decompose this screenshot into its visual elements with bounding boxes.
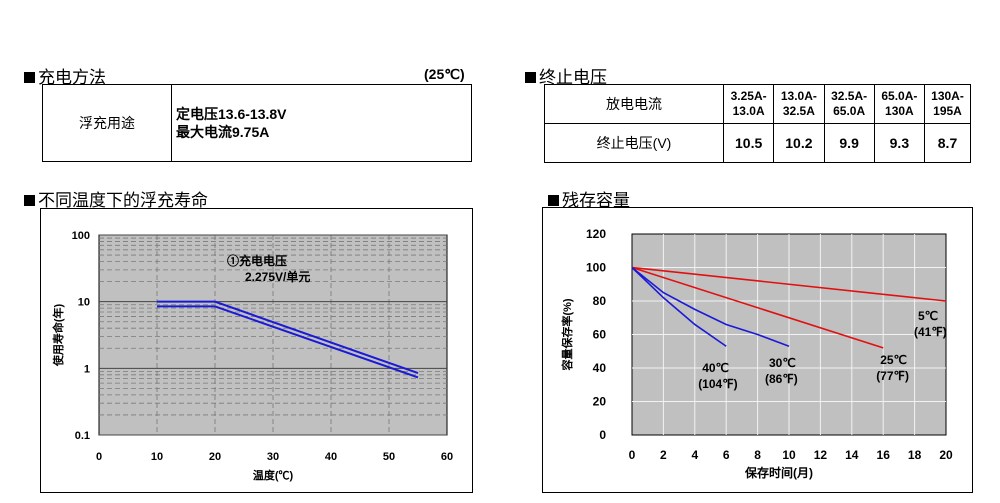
y-tick-label: 0 <box>599 428 606 442</box>
life-series-line <box>157 300 419 374</box>
x-tick-label: 20 <box>939 448 953 462</box>
discharge-current-label: 放电电流 <box>606 96 662 112</box>
series-label-fahrenheit: (41℉) <box>914 325 947 339</box>
x-tick-label: 8 <box>754 448 761 462</box>
series-label-temp: 25℃ <box>880 353 907 367</box>
x-tick-label: 0 <box>629 448 636 462</box>
cutoff-value-cell: 10.5 <box>722 123 775 163</box>
square-bullet-icon <box>525 72 536 83</box>
charge-temp-note: (25℃) <box>424 66 465 82</box>
range-text: 13.0A <box>732 104 765 118</box>
cutoff-voltage-label: 终止电压(V) <box>596 135 672 151</box>
constant-voltage-text: 定电压13.6-13.8V <box>176 106 287 122</box>
x-tick-label: 0 <box>96 451 102 463</box>
x-axis-label: 保存时间(月) <box>744 465 813 480</box>
capacity-series-line <box>631 266 790 347</box>
x-tick-label: 12 <box>814 448 828 462</box>
capacity-series-line <box>631 266 947 302</box>
square-bullet-icon <box>24 72 35 83</box>
range-text: 32.5A- <box>831 89 868 103</box>
y-tick-label: 100 <box>586 261 606 275</box>
y-tick-label: 120 <box>586 227 606 241</box>
range-text: 13.0A- <box>780 89 817 103</box>
range-text: 130A <box>885 104 914 118</box>
series-label-fahrenheit: (86℉) <box>765 372 798 386</box>
series-label-fahrenheit: (77℉) <box>876 369 909 383</box>
charge-spec-cell: 定电压13.6-13.8V 最大电流9.75A <box>171 84 472 162</box>
discharge-current-label-cell: 放电电流 <box>544 84 724 124</box>
cutoff-value-cell: 10.2 <box>773 123 825 163</box>
life-chart: 100 10 1 0.1 0 10 20 30 40 50 60 温度(℃) 使用寿命(年) ①充电电压2… <box>51 230 453 482</box>
range-cell: 32.5A- 65.0A <box>823 84 875 124</box>
series-label-temp: 30℃ <box>769 356 796 370</box>
range-cell: 65.0A- 130A <box>873 84 926 124</box>
range-text: 65.0A- <box>881 89 918 103</box>
annotation-charge-voltage: ①充电电压 <box>227 253 287 268</box>
x-tick-label: 50 <box>383 451 395 463</box>
cutoff-voltage-label-cell: 终止电压(V) <box>544 123 724 163</box>
x-tick-label: 16 <box>877 448 891 462</box>
range-text: 65.0A <box>833 104 866 118</box>
capacity-section-heading: 残存容量 <box>548 186 630 211</box>
x-tick-label: 10 <box>782 448 796 462</box>
cutoff-voltage-table: 放电电流 3.25A- 13.0A 13.0A- 32.5A 32.5A- 65.0A… <box>544 84 971 163</box>
y-axis-label: 使用寿命(年) <box>51 304 65 368</box>
life-chart-frame: 100 10 1 0.1 0 10 20 30 40 50 60 温度(℃) 使用寿命(年) ①充电电压 2… <box>40 208 473 493</box>
x-tick-label: 4 <box>691 448 698 462</box>
charge-title: 充电方法 <box>38 68 106 88</box>
cutoff-value-cell: 8.7 <box>924 123 971 163</box>
capacity-series-line <box>631 266 884 349</box>
cutoff-title: 终止电压 <box>539 68 607 88</box>
y-axis-label: 容量保存率(%) <box>560 298 574 371</box>
capacity-chart-frame: 0 2 4 6 8 10 12 14 16 18 20 120 100 80 60 40 20 0 保存时间(月) 容… <box>542 207 973 493</box>
x-tick-label: 18 <box>908 448 922 462</box>
y-tick-label: 0.1 <box>75 430 90 442</box>
x-tick-label: 10 <box>151 451 163 463</box>
y-tick-label: 1 <box>84 363 90 375</box>
life-title: 不同温度下的浮充寿命 <box>38 191 208 211</box>
x-tick-label: 14 <box>845 448 859 462</box>
x-tick-label: 20 <box>209 451 221 463</box>
x-tick-label: 6 <box>723 448 730 462</box>
max-current-text: 最大电流9.75A <box>176 124 270 140</box>
y-tick-label: 40 <box>593 361 607 375</box>
capacity-chart: 0 2 4 6 8 10 12 14 16 18 20 120 100 80 60 40 20 0 保存时间(月) 容… <box>560 227 953 480</box>
x-tick-label: 60 <box>441 451 453 463</box>
y-tick-label: 100 <box>72 230 90 242</box>
x-tick-label: 40 <box>325 451 337 463</box>
range-text: 130A- <box>931 89 964 103</box>
x-tick-label: 2 <box>660 448 667 462</box>
range-text: 3.25A- <box>730 89 767 103</box>
life-section-heading: 不同温度下的浮充寿命 <box>24 186 208 211</box>
capacity-title: 残存容量 <box>562 191 630 211</box>
cutoff-value-cell: 9.9 <box>823 123 875 163</box>
charge-section-heading: 充电方法 <box>24 63 106 88</box>
series-label-fahrenheit: (104℉) <box>698 377 737 391</box>
x-axis-label: 温度(℃) <box>253 468 294 482</box>
x-tick-label: 30 <box>267 451 279 463</box>
y-tick-label: 10 <box>78 297 90 309</box>
capacity-series-line <box>631 266 727 347</box>
cutoff-section-heading: 终止电压 <box>525 63 607 88</box>
range-cell: 3.25A- 13.0A <box>722 84 775 124</box>
square-bullet-icon <box>548 195 559 206</box>
square-bullet-icon <box>24 195 35 206</box>
range-cell: 13.0A- 32.5A <box>773 84 825 124</box>
cutoff-value-cell: 9.3 <box>873 123 926 163</box>
y-tick-label: 60 <box>593 328 607 342</box>
range-cell: 130A- 195A <box>924 84 971 124</box>
charge-method-table: 浮充用途 定电压13.6-13.8V 最大电流9.75A <box>42 84 472 162</box>
series-label-temp: 40℃ <box>702 361 729 375</box>
range-text: 32.5A <box>782 104 815 118</box>
y-tick-label: 80 <box>593 294 607 308</box>
series-label-temp: 5℃ <box>918 309 938 323</box>
charge-usage-cell: 浮充用途 <box>42 84 172 162</box>
life-series-line <box>157 305 419 379</box>
range-text: 195A <box>933 104 962 118</box>
annotation-voltage-per-cell: 2.275V/单元 <box>245 269 310 284</box>
charge-usage-label: 浮充用途 <box>79 115 135 131</box>
y-tick-label: 20 <box>593 395 607 409</box>
